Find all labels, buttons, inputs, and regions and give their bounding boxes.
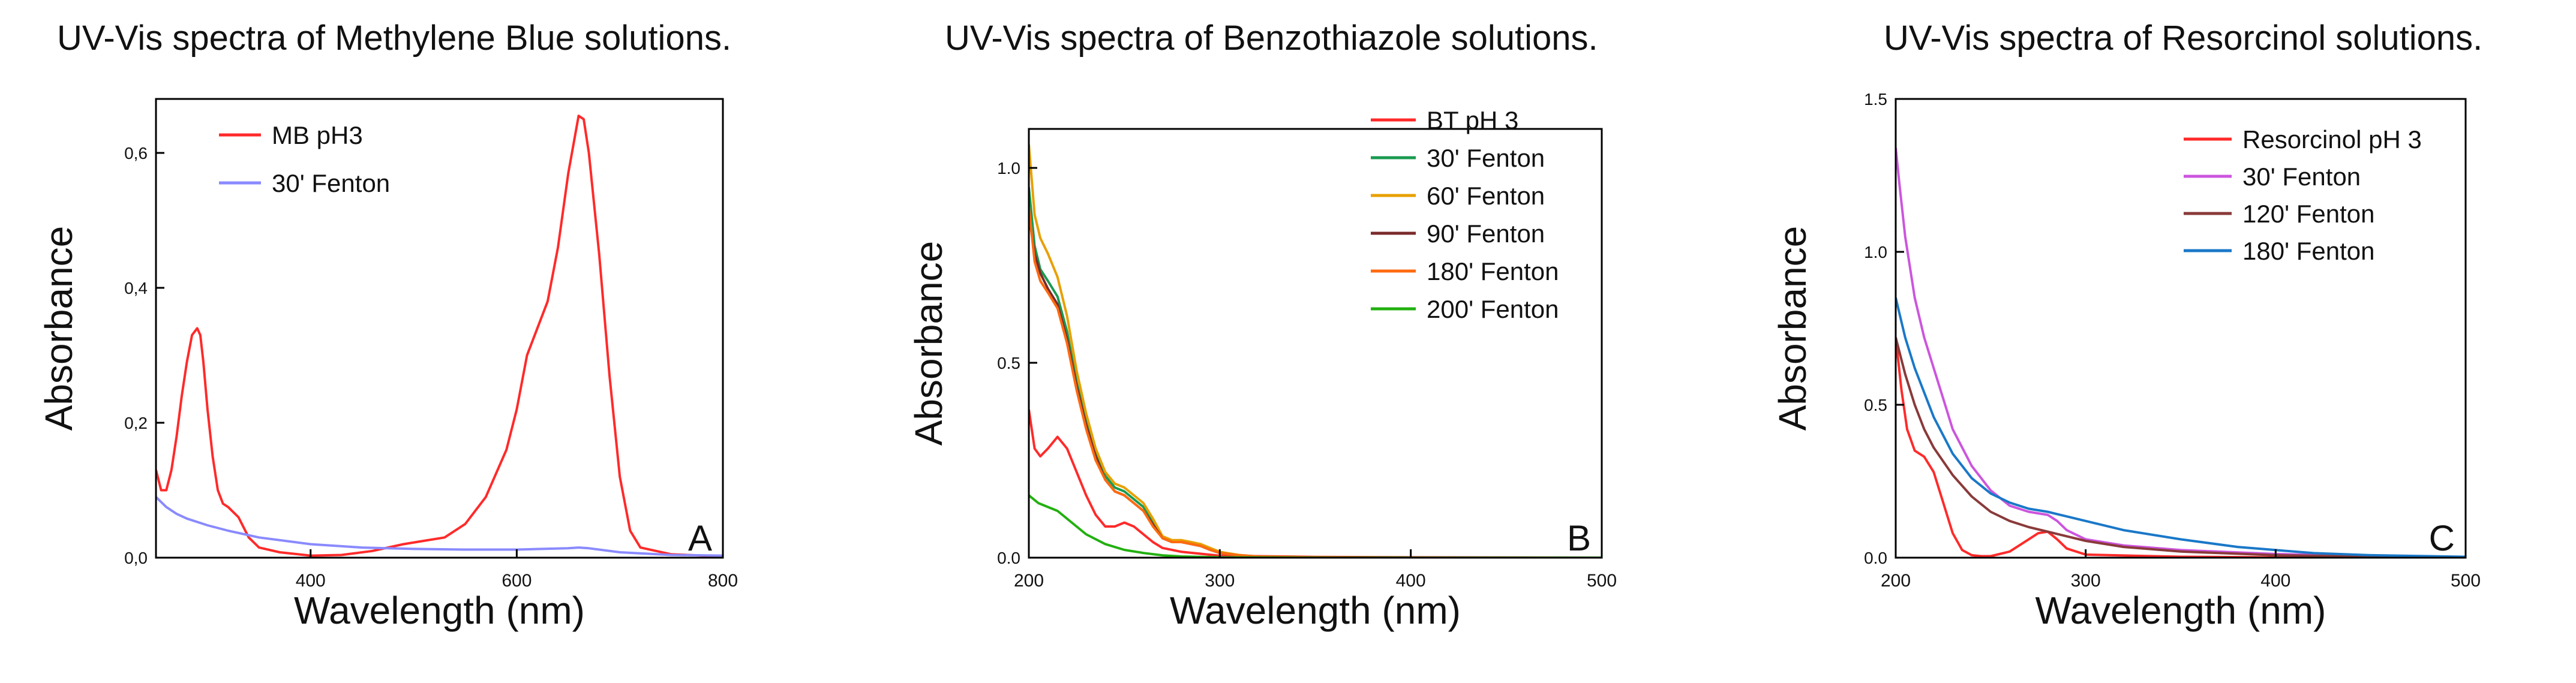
- plot-frame: [1028, 128, 1603, 559]
- series-line-1: [156, 496, 723, 557]
- y-tick-label: 0.5: [997, 354, 1020, 372]
- series-group: [156, 115, 723, 558]
- chart-panel-resorcinol: UV-Vis spectra of Resorcinol solutions. 2…: [1740, 0, 2576, 683]
- chart-panel-methylene-blue: UV-Vis spectra of Methylene Blue solutio…: [0, 0, 858, 683]
- x-tick-label: 400: [1396, 571, 1426, 591]
- y-tick-label: 1.5: [1864, 90, 1887, 109]
- y-tick-label: 1.0: [1864, 243, 1887, 261]
- x-tick-label: 200: [1014, 571, 1044, 591]
- x-axis-label: Wavelength (nm): [294, 589, 585, 632]
- panel-letter: C: [2429, 518, 2455, 558]
- y-tick-label: 1.0: [997, 159, 1020, 177]
- chart-plot-area: 400 600 800 0,0 0,2 0,4 0,6 Wavelength (nm) Abso…: [37, 98, 738, 632]
- series-line-0: [1896, 337, 2466, 558]
- plot-frame: [155, 98, 724, 559]
- legend-label-1: 30' Fenton: [2242, 163, 2361, 191]
- legend-label-3: 90' Fenton: [1427, 219, 1545, 248]
- y-tick-label: 0,6: [124, 144, 148, 163]
- y-tick-label: 0,4: [124, 279, 148, 297]
- chart-title: UV-Vis spectra of Resorcinol solutions.: [1884, 19, 2483, 58]
- y-axis-label: Absorbance: [1771, 226, 1814, 431]
- legend-label-0: MB pH3: [272, 121, 363, 149]
- x-tick-label: 300: [2071, 571, 2101, 591]
- x-axis-label: Wavelength (nm): [1170, 589, 1461, 632]
- chart-panel-benzothiazole: UV-Vis spectra of Benzothiazole solution…: [882, 0, 1740, 683]
- x-tick-label: 500: [2451, 571, 2481, 591]
- series-line-4: [1029, 206, 1602, 558]
- legend-label-0: BT pH 3: [1427, 106, 1518, 134]
- x-tick-label: 600: [502, 571, 532, 591]
- plot-frame: [1895, 98, 2467, 559]
- chart-title: UV-Vis spectra of Benzothiazole solution…: [945, 19, 1598, 58]
- panel-letter: A: [688, 518, 712, 558]
- y-tick-label: 0,0: [124, 549, 148, 567]
- chart-plot-area: 200 300 400 500 0.0 0.5 1.0 1.5 Wavelength (nm) A…: [1771, 90, 2481, 632]
- legend-label-1: 30' Fenton: [272, 169, 390, 197]
- x-tick-label: 200: [1881, 571, 1911, 591]
- series-line-1: [1896, 148, 2466, 558]
- series-line-2: [1896, 337, 2466, 558]
- series-line-3: [1896, 297, 2466, 558]
- y-axis-label: Absorbance: [907, 241, 950, 446]
- chart-title: UV-Vis spectra of Methylene Blue solutio…: [57, 19, 732, 58]
- series-line-0: [156, 115, 723, 558]
- x-axis-label: Wavelength (nm): [2035, 589, 2326, 632]
- legend-label-2: 120' Fenton: [2242, 200, 2375, 228]
- y-axis-label: Absorbance: [37, 226, 80, 431]
- legend-label-1: 30' Fenton: [1427, 144, 1545, 172]
- x-tick-label: 800: [708, 571, 738, 591]
- y-tick-label: 0.0: [1864, 549, 1887, 567]
- legend-label-4: 180' Fenton: [1427, 257, 1559, 285]
- legend-label-3: 180' Fenton: [2242, 237, 2375, 265]
- y-tick-label: 0,2: [124, 414, 148, 432]
- panel-letter: B: [1567, 518, 1591, 558]
- x-tick-label: 400: [2260, 571, 2290, 591]
- chart-plot-area: 200 300 400 500 0.0 0.5 1.0 Wavelength (nm) Abso…: [907, 106, 1617, 632]
- legend-label-2: 60' Fenton: [1427, 182, 1545, 210]
- x-tick-label: 300: [1205, 571, 1235, 591]
- legend-label-0: Resorcinol pH 3: [2242, 125, 2422, 154]
- series-group: [1896, 148, 2466, 558]
- x-tick-label: 400: [296, 571, 326, 591]
- legend-label-5: 200' Fenton: [1427, 295, 1559, 323]
- y-tick-label: 0.0: [997, 549, 1020, 567]
- y-tick-label: 0.5: [1864, 396, 1887, 414]
- x-tick-label: 500: [1587, 571, 1617, 591]
- series-line-0: [1029, 409, 1602, 558]
